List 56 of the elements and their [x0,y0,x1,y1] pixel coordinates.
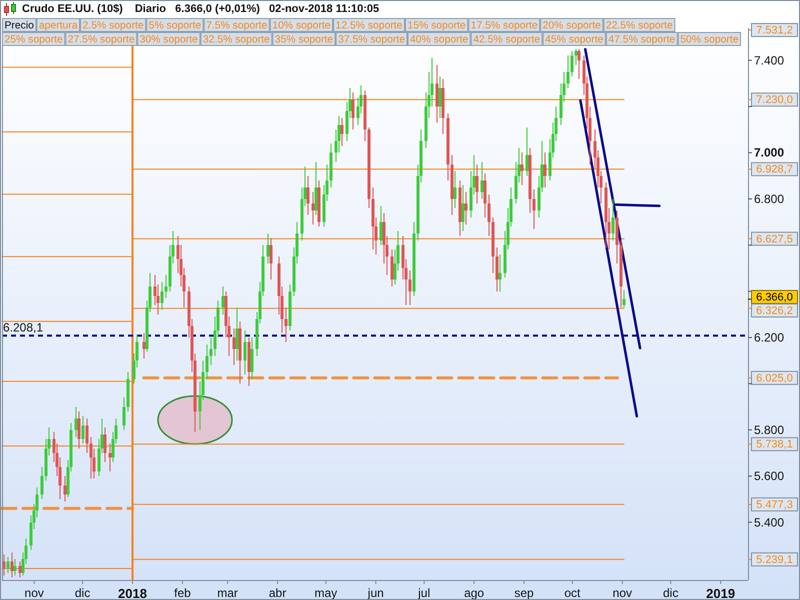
ref-line-label: 6.208,1 [3,320,44,335]
chart-subtitle: Diario 6.366,0 (+0,01%) 02-nov-2018 11:10:05 [134,3,380,15]
y-tick-label: 5.800 [754,422,784,437]
y-tick-label: 6.200 [754,330,784,344]
x-tick-label: nov [612,586,632,600]
y-tick-label: 7.400 [754,53,784,68]
y-tick-label: 6.800 [754,192,784,206]
annotation: 17.5% soporte [470,20,538,31]
annotation: 22.5% soporte [606,20,674,31]
y-tick-label: 5.477,3 [756,498,793,511]
y-tick-label: 6.326,2 [756,304,793,317]
annotation: 50% soporte [680,34,739,45]
x-tick-label: abr [268,586,286,600]
annotation: 35% soporte [274,34,334,45]
x-tick-label: mar [217,586,238,600]
x-tick-label: dic [74,586,90,600]
x-tick-label: jul [417,586,430,600]
y-tick-label: 6.025,0 [756,372,793,384]
x-tick-label: may [314,586,338,600]
x-tick-label: oct [564,586,582,600]
annotation: 37.5% soporte [338,34,406,45]
chart-title: Crudo EE.UU. (10$) [22,3,124,15]
annotation: 7.5% soporte [206,20,268,31]
annotation: 15% soporte [407,20,466,31]
x-tick-label: nov [24,586,44,600]
y-tick-label: 6.627,5 [756,233,793,246]
annotation: 45% soporte [545,34,604,45]
y-tick-label: 6.928,7 [756,164,793,176]
annotation: 27.5% soporte [68,34,135,45]
x-tick-label: jun [366,586,384,600]
y-tick-label: 7.000 [754,146,784,160]
annotation: 42.5% soporte [473,34,540,45]
y-tick-label: 7.230,0 [756,94,793,106]
annotation: 47.5% soporte [608,34,676,45]
x-tick-label: 2018 [118,586,147,600]
annotation: 2.5% soporte [82,20,144,31]
x-tick-label: ago [464,586,484,600]
annotation: 30% soporte [140,34,198,45]
annotation: 5% soporte [148,20,202,31]
annotation: 12.5% soporte [336,20,403,31]
annotation: 40% soporte [410,34,468,45]
x-tick-label: feb [174,586,192,600]
y-tick-label: 6.366,0 [756,291,793,304]
y-tick-label: 5.239,1 [756,554,793,566]
y-tick-label: 5.600 [754,469,784,484]
x-tick-label: dic [662,586,678,600]
x-tick-label: sep [514,586,534,600]
annotation: 20% soporte [542,20,602,31]
annotation: 10% soporte [272,20,331,31]
annotation: 25% soporte [4,34,63,45]
x-tick-label: 2019 [706,586,736,600]
annotation: 32.5% soporte [202,34,270,45]
y-tick-label: 5.738,1 [756,438,793,451]
y-tick-label: 5.400 [754,515,784,530]
y-tick-label: 7.531,2 [756,24,793,37]
annotation: apertura [38,20,78,31]
